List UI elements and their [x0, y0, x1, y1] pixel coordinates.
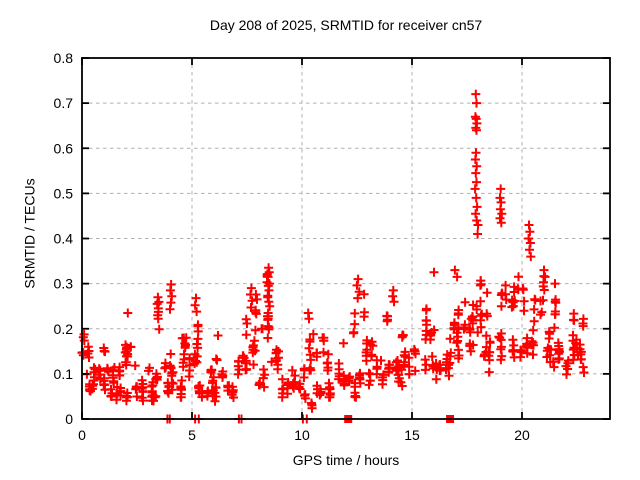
- y-tick-label: 0.6: [54, 140, 74, 156]
- y-tick-label: 0: [65, 411, 73, 427]
- scatter-points: [77, 89, 589, 413]
- chart-title: Day 208 of 2025, SRMTID for receiver cn5…: [209, 17, 483, 33]
- x-tick-label: 15: [404, 427, 420, 443]
- y-tick-label: 0.4: [54, 231, 74, 247]
- y-tick-label: 0.1: [54, 366, 74, 382]
- y-tick-label: 0.2: [54, 321, 74, 337]
- x-tick-label: 20: [514, 427, 530, 443]
- x-axis-label: GPS time / hours: [292, 452, 400, 468]
- y-tick-label: 0.8: [54, 50, 74, 66]
- y-tick-label: 0.3: [54, 276, 74, 292]
- y-axis-label: SRMTID / TECUs: [21, 178, 38, 289]
- x-tick-label: 0: [78, 427, 86, 443]
- y-tick-label: 0.5: [54, 185, 74, 201]
- x-tick-label: 5: [188, 427, 196, 443]
- y-tick-label: 0.7: [54, 95, 74, 111]
- x-tick-label: 10: [294, 427, 310, 443]
